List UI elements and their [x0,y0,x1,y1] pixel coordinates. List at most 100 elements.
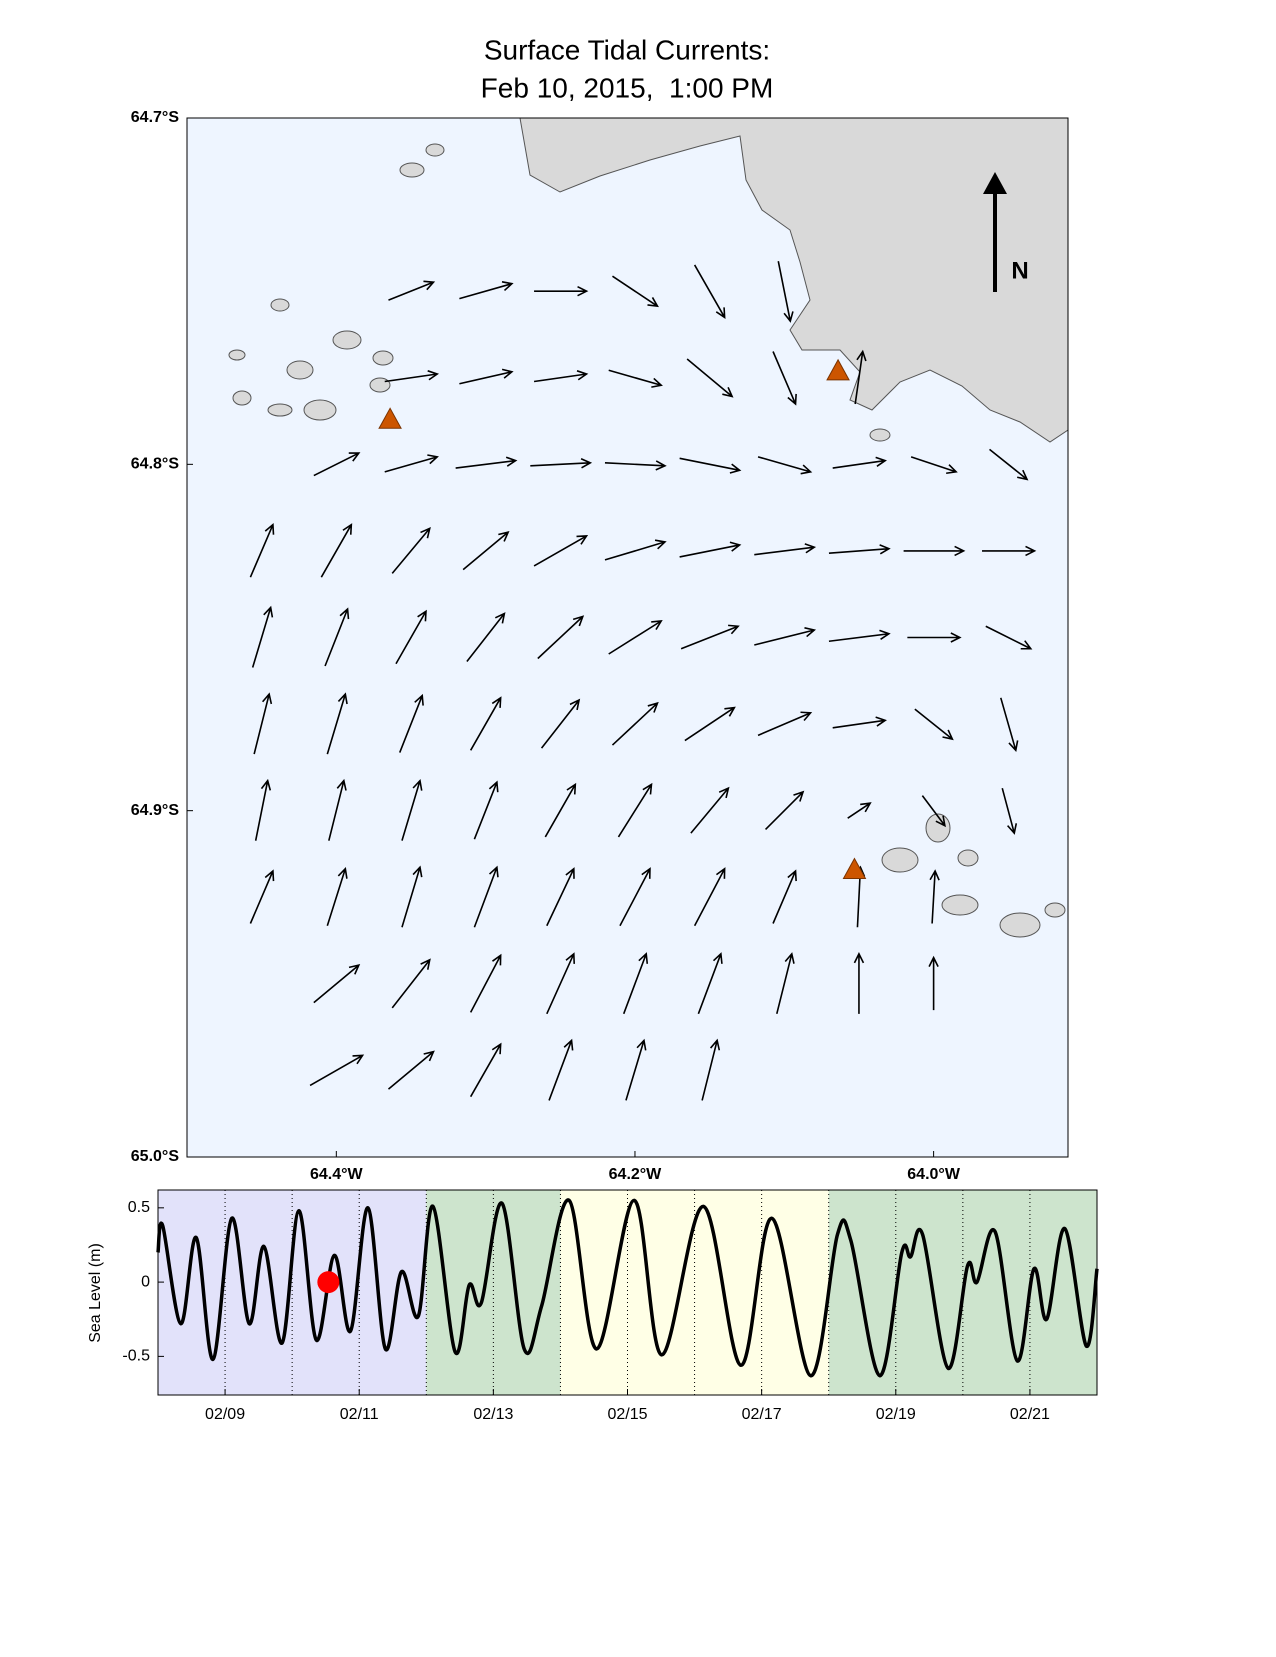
x-tick-label: 02/15 [607,1406,647,1423]
current-vector [459,368,514,385]
current-vector [772,351,797,406]
current-vector [462,531,510,571]
current-vector [326,692,348,755]
current-vector [324,607,350,667]
current-vector [384,370,440,383]
y-tick-label: -0.5 [122,1348,150,1365]
x-tick-label: 02/17 [742,1406,782,1423]
current-vector [473,865,499,928]
current-vector [469,953,502,1013]
y-axis-label: Sea Level (m) [87,1243,104,1343]
map-frame [186,117,1069,1158]
current-vector [701,1038,721,1101]
current-vector [401,778,423,841]
current-vector [455,456,518,469]
current-vector [473,780,499,840]
y-tick-label: 64.9°S [131,802,180,819]
current-vector [320,523,353,578]
current-vector [611,701,659,746]
current-vector [679,541,742,558]
current-vector [604,460,667,471]
current-vector [530,458,593,469]
current-vector [757,456,813,475]
current-vector [989,448,1029,481]
current-vector [772,869,797,924]
current-vector [469,1042,502,1098]
current-vector [604,539,667,561]
current-vector [401,865,423,928]
current-vector [853,952,865,1014]
current-vector [533,370,589,383]
current-time-marker [317,1271,340,1294]
current-vector [832,716,887,729]
current-vector [249,523,275,578]
current-vector [469,696,502,751]
current-vector [313,452,361,477]
y-tick-label: 64.8°S [131,456,180,473]
north-label: N [1011,257,1028,284]
current-vector [679,457,742,474]
current-vector [384,454,439,473]
north-arrow-head [983,172,1007,194]
current-vector [249,869,275,924]
current-vector [254,778,272,841]
current-vector [754,543,817,556]
current-vector [757,711,813,737]
current-vector [608,620,663,655]
current-vector [690,786,730,834]
current-vector [1001,787,1018,835]
current-vector [686,358,734,398]
current-vector [459,281,514,300]
current-vector [540,698,581,749]
current-vector [693,264,726,319]
current-vector [533,535,589,567]
station [378,407,402,429]
current-vector [617,782,653,838]
x-tick-label: 64.2°W [609,1166,663,1183]
current-vector [929,869,940,924]
current-vector [828,544,891,555]
current-vector [982,545,1037,557]
current-vector [622,952,649,1015]
current-vector [619,867,651,927]
current-vector [847,802,872,819]
current-vector [388,280,436,301]
land [228,118,1068,938]
period-band [158,1190,427,1395]
y-tick-label: 0.5 [128,1199,150,1216]
current-vector [387,1050,435,1090]
current-vector [548,1038,574,1101]
y-tick-label: 0 [141,1273,150,1290]
current-vector [1000,697,1019,753]
current-vector [754,627,817,646]
title-line: Feb 10, 2015, 1:00 PM [481,72,774,103]
current-vector [608,369,663,388]
current-vector [326,867,348,926]
current-vector [546,952,576,1015]
current-vector [854,349,867,405]
current-vector [985,625,1033,650]
current-vector [328,778,347,841]
current-vector [251,605,274,668]
current-vector [776,952,795,1015]
x-tick-label: 02/11 [340,1406,379,1423]
current-vector [903,545,966,557]
current-vector [395,609,427,665]
current-vector [253,692,273,755]
current-vector [693,867,726,927]
x-tick-label: 02/13 [473,1406,513,1423]
x-tick-label: 64.0°W [907,1166,961,1183]
current-vector [832,456,887,469]
current-vector [544,782,577,838]
current-vector [546,867,575,927]
current-vector [398,693,424,753]
current-vector [921,795,946,828]
current-vector [391,958,431,1009]
y-tick-label: 65.0°S [131,1148,180,1165]
current-vector [684,706,736,742]
current-vector [612,275,659,308]
current-vector [828,629,891,643]
station [826,358,850,381]
